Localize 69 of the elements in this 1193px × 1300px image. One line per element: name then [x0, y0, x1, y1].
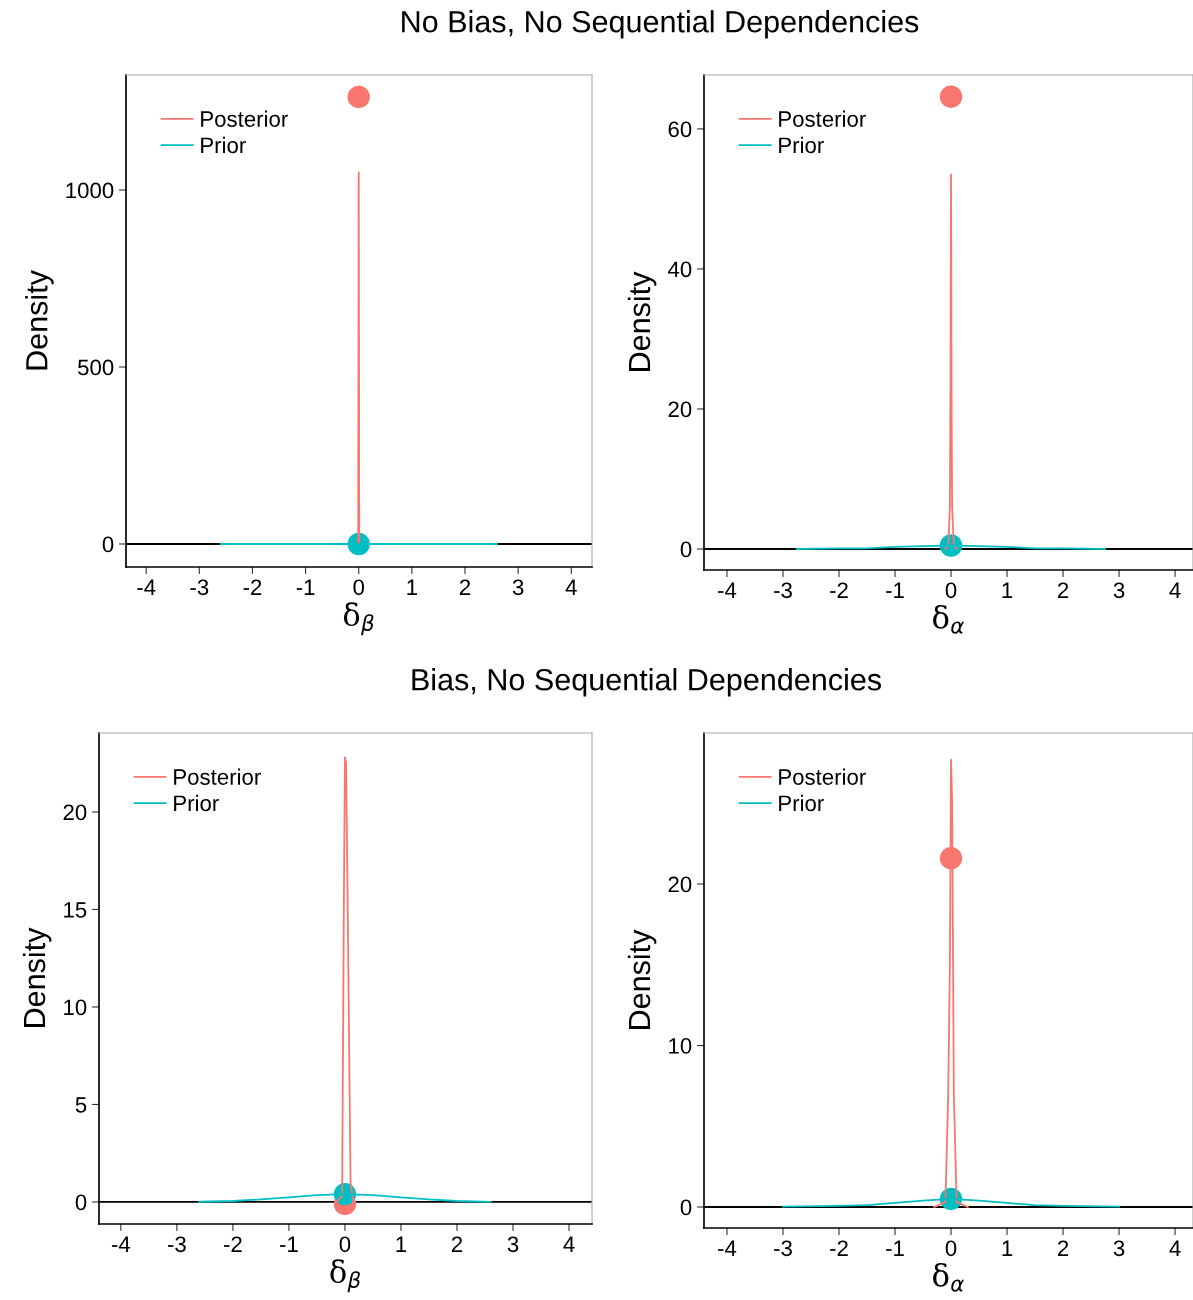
y-tick-label: 15 — [64, 902, 87, 918]
x-tick-label: 0 — [339, 1236, 351, 1253]
chart-title: Bias, No Sequential Dependencies — [412, 668, 882, 697]
x-tick-label: 1 — [396, 1236, 407, 1252]
y-tick-label: 40 — [667, 261, 692, 278]
y-axis-title: Density — [22, 927, 52, 1027]
y-tick-label: 500 — [78, 359, 114, 376]
legend-label: Prior — [174, 794, 219, 812]
y-axis-title: Density — [627, 929, 657, 1029]
x-tick-label: -1 — [886, 1240, 904, 1256]
x-tick-label: 3 — [507, 1236, 519, 1253]
y-tick-label: 1000 — [66, 182, 114, 199]
x-tick-label: 1 — [1002, 582, 1013, 598]
x-tick-label: -3 — [774, 1240, 792, 1257]
x-tick-label: 3 — [512, 579, 524, 596]
y-tick-label: 5 — [75, 1097, 87, 1113]
x-tick-label: -1 — [280, 1236, 298, 1252]
x-tick-label: -4 — [137, 579, 156, 595]
x-tick-label: -2 — [243, 579, 262, 595]
y-tick-label: 20 — [63, 804, 87, 821]
x-tick-label: 0 — [945, 1240, 957, 1257]
y-axis-title: Density — [627, 271, 657, 371]
x-tick-label: -4 — [718, 582, 737, 598]
x-tick-label: 1 — [407, 579, 417, 595]
legend-label: Prior — [201, 136, 246, 154]
y-tick-label: 20 — [668, 876, 692, 893]
x-tick-label: -2 — [830, 582, 848, 598]
x-tick-label: -3 — [167, 1236, 186, 1253]
x-tick-label: 0 — [945, 582, 957, 599]
x-tick-label: 4 — [1169, 1240, 1181, 1256]
x-axis-title: δ$_{α}$ — [933, 1262, 965, 1292]
x-tick-label: -4 — [718, 1240, 737, 1256]
legend-label: Posterior — [174, 768, 261, 785]
x-tick-label: 3 — [1113, 1240, 1125, 1257]
x-tick-label: -2 — [224, 1236, 242, 1252]
x-axis-title: δ$_{α}$ — [933, 604, 965, 634]
y-tick-label: 60 — [668, 121, 692, 138]
x-tick-label: -1 — [296, 579, 315, 595]
legend-label: Prior — [779, 794, 824, 812]
x-tick-label: -1 — [886, 582, 904, 598]
y-axis-title: Density — [25, 270, 54, 370]
x-tick-label: -4 — [111, 1236, 131, 1252]
x-tick-label: -3 — [774, 582, 792, 599]
y-tick-label: 10 — [64, 999, 87, 1016]
x-axis-title: δ$_{β}$ — [330, 1259, 360, 1293]
x-tick-label: 4 — [563, 1236, 575, 1252]
legend-label: Posterior — [779, 768, 866, 785]
text: No Bias, No Sequential Dependencies — [402, 10, 919, 39]
x-axis-title: δ$_{β}$ — [343, 602, 374, 636]
x-tick-label: 2 — [1057, 1240, 1069, 1256]
y-tick-label: 0 — [102, 536, 114, 553]
x-tick-label: 2 — [459, 579, 471, 595]
y-tick-label: 20 — [668, 401, 692, 418]
y-tick-label: 10 — [669, 1038, 692, 1054]
y-tick-label: 0 — [680, 541, 692, 558]
x-tick-label: 3 — [1113, 582, 1125, 599]
y-tick-label: 0 — [75, 1194, 87, 1211]
y-tick-label: 0 — [680, 1199, 692, 1216]
legend-label: Posterior — [201, 110, 288, 127]
legend-label: Posterior — [779, 110, 866, 127]
x-tick-label: 4 — [1169, 582, 1181, 598]
x-tick-label: -2 — [830, 1240, 848, 1256]
x-tick-label: 2 — [1057, 582, 1069, 598]
x-tick-label: 2 — [451, 1236, 463, 1252]
legend-label: Prior — [779, 136, 824, 154]
x-tick-label: -3 — [190, 579, 209, 596]
x-tick-label: 1 — [1002, 1240, 1013, 1256]
x-tick-label: 0 — [353, 579, 365, 596]
x-tick-label: 4 — [565, 579, 577, 595]
